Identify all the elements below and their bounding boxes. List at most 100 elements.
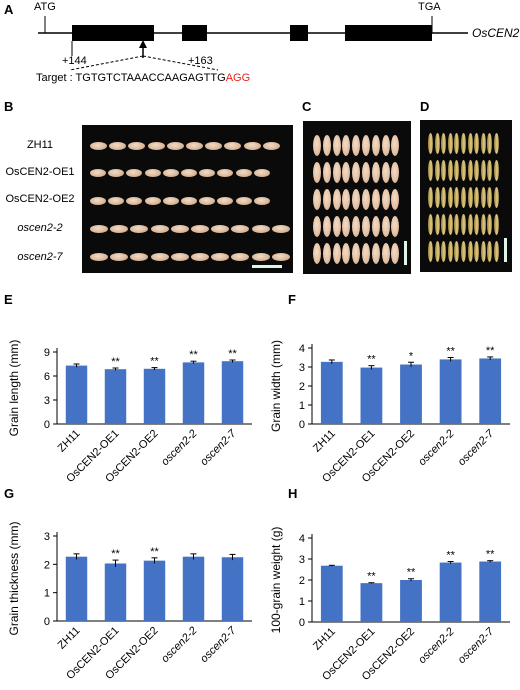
seed-grain xyxy=(434,187,440,208)
seed-grain xyxy=(494,160,499,181)
seed-grain xyxy=(474,133,480,154)
significance-label: ** xyxy=(111,356,120,368)
scale-bar xyxy=(404,241,407,265)
seed-grain xyxy=(162,169,179,177)
seed-grain xyxy=(352,135,361,156)
seed-grain xyxy=(454,241,460,262)
bar xyxy=(360,583,383,622)
y-tick-label: 0 xyxy=(44,616,50,628)
dash-right xyxy=(142,55,219,71)
seed-grain xyxy=(342,216,351,237)
x-tick-label: ZH11 xyxy=(311,428,338,455)
seed-grain xyxy=(90,253,108,261)
seed-grain xyxy=(251,253,270,261)
significance-label: ** xyxy=(150,356,159,368)
start-codon-label: ATG xyxy=(34,1,56,13)
seed-grain xyxy=(332,135,341,156)
seed-grain xyxy=(487,133,493,154)
significance-label: ** xyxy=(189,349,198,361)
significance-label: ** xyxy=(150,546,159,558)
seed-grain xyxy=(371,162,380,183)
seed-grain xyxy=(90,225,108,233)
y-tick-label: 3 xyxy=(299,554,305,566)
seed-photo-length xyxy=(82,125,293,273)
seed-grain xyxy=(147,142,165,150)
panel-label-a: A xyxy=(4,2,14,17)
seed-grain xyxy=(90,197,106,205)
seed-grain xyxy=(381,216,390,237)
seed-grain xyxy=(352,243,361,264)
seed-grain xyxy=(447,133,453,154)
x-tick-label: oscen2-7 xyxy=(456,427,497,468)
seed-grain xyxy=(447,241,453,262)
bar xyxy=(143,560,166,621)
seed-grain xyxy=(322,189,331,210)
seed-grain xyxy=(428,241,433,262)
seed-grain xyxy=(474,160,480,181)
y-tick-label: 0 xyxy=(44,419,50,431)
seed-grain xyxy=(205,142,223,150)
y-tick-label: 2 xyxy=(44,559,50,571)
bar xyxy=(221,557,244,621)
seed-grain xyxy=(434,241,440,262)
seed-grain xyxy=(126,197,143,205)
seed-grain xyxy=(391,162,400,183)
significance-label: ** xyxy=(407,567,416,579)
y-axis-label: Grain length (mm) xyxy=(7,340,21,437)
seed-grain xyxy=(130,225,149,233)
y-tick-label: 4 xyxy=(299,533,305,545)
exon-3 xyxy=(290,25,308,41)
row-label-oscen2-7: oscen2-7 xyxy=(17,251,63,263)
x-tick-label: oscen2-2 xyxy=(159,625,199,665)
seed-grain xyxy=(211,253,230,261)
bar xyxy=(182,362,205,424)
seed-grain xyxy=(313,189,321,210)
seed-grain xyxy=(144,169,161,177)
seed-grain xyxy=(332,216,341,237)
bar xyxy=(104,369,127,424)
seed-grain xyxy=(391,216,400,237)
y-tick-label: 6 xyxy=(44,371,50,383)
significance-label: ** xyxy=(228,348,237,360)
seed-grain xyxy=(480,214,486,235)
y-axis-label: Grain width (mm) xyxy=(269,340,283,432)
x-tick-label: oscen2-7 xyxy=(198,427,239,468)
row-label-zh11: ZH11 xyxy=(26,139,54,151)
seed-grain xyxy=(494,133,499,154)
seed-grain xyxy=(217,197,234,205)
seed-grain xyxy=(487,241,493,262)
seed-grain xyxy=(191,253,209,261)
seed-grain xyxy=(313,216,321,237)
bar xyxy=(320,361,343,424)
target-sequence: TGTGTCTAAACCAAGAGTTG xyxy=(75,72,226,84)
seed-grain xyxy=(461,187,466,208)
y-axis-label: 100-grain weight (g) xyxy=(269,527,283,634)
bar xyxy=(104,563,127,621)
x-tick-label: oscen2-2 xyxy=(159,428,199,468)
x-tick-label: ZH11 xyxy=(311,626,338,653)
seed-grain xyxy=(342,243,351,264)
gene-structure-diagram xyxy=(38,16,468,71)
seed-grain xyxy=(243,142,261,150)
seed-grain xyxy=(108,197,125,205)
seed-grain xyxy=(170,225,189,233)
seed-grain xyxy=(454,214,460,235)
seed-grain xyxy=(480,241,486,262)
seed-grain xyxy=(166,142,184,150)
y-tick-label: 1 xyxy=(299,400,305,412)
seed-grain xyxy=(362,162,370,183)
pos-start-label: +144 xyxy=(62,55,87,67)
bar xyxy=(65,365,88,424)
stop-codon-label: TGA xyxy=(418,1,441,13)
y-tick-label: 2 xyxy=(299,575,305,587)
seed-grain xyxy=(352,162,361,183)
exon-1 xyxy=(72,25,154,41)
seed-grain xyxy=(144,197,161,205)
seed-grain xyxy=(150,253,169,261)
seed-grain xyxy=(434,133,440,154)
seed-grain xyxy=(371,135,380,156)
x-tick-label: oscen2-2 xyxy=(416,626,456,666)
bar xyxy=(439,359,462,424)
seed-grain xyxy=(434,160,440,181)
